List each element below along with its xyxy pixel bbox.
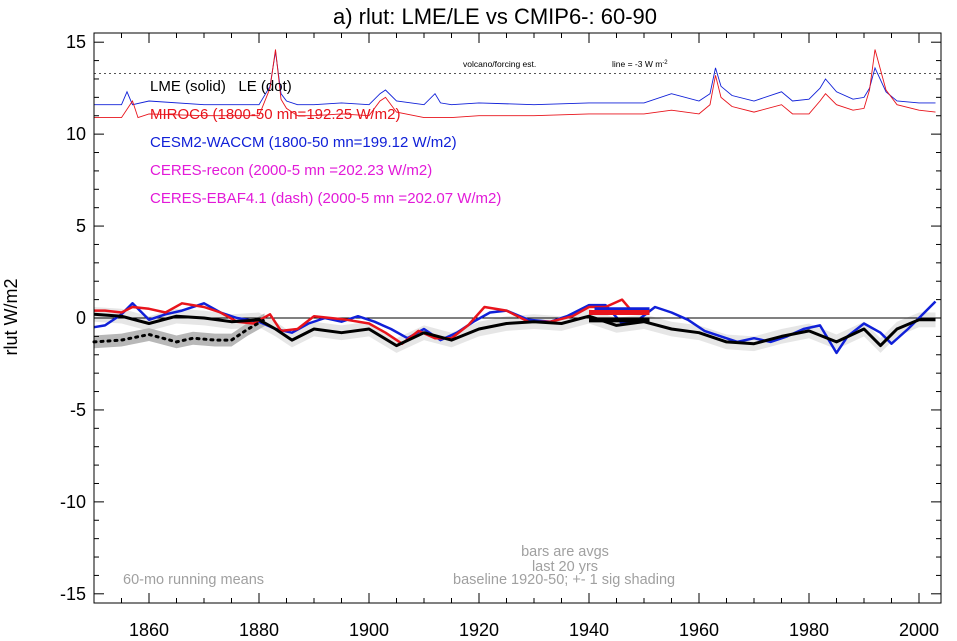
axis-layer: 15 10 5 0 -5 -10 -15 1860 1880 1900 1920 1940 1960 19… [60,32,942,640]
y-tick-label: 0 [76,308,86,328]
bars-note-line1: bars are avgs [521,544,609,560]
forcing-line-miroc6 [94,49,936,119]
x-tick-label: 1900 [349,620,389,640]
x-tick-label: 2000 [899,620,939,640]
y-tick-label: -15 [60,584,86,604]
running-mean-note: 60-mo running means [123,572,264,588]
x-tick-label: 1880 [239,620,279,640]
x-tick-label: 1940 [569,620,609,640]
chart-title: a) rlut: LME/LE vs CMIP6-: 60-90 [333,4,657,29]
series-line-le [92,318,266,344]
x-tick-label: 1980 [789,620,829,640]
reference-line-superscript: -2 [662,60,668,66]
x-tick-label: 1920 [459,620,499,640]
le-sigma-band [94,313,265,349]
legend-cesm2: CESM2-WACCM (1800-50 mn=199.12 W/m2) [150,134,457,151]
legend-ceres-ebaf: CERES-EBAF4.1 (dash) (2000-5 mn =202.07 … [150,190,501,207]
reference-line-label: line = -3 W m-2 [612,59,668,69]
legend-ceres-recon: CERES-recon (2000-5 mn =202.23 W/m2) [150,162,432,179]
legend-miroc6: MIROC6 (1800-50 mn=192.25 W/m2) [150,106,401,123]
x-tick-label: 1960 [679,620,719,640]
bars-note-line2: last 20 yrs [532,559,598,575]
y-tick-label: -10 [60,492,86,512]
y-axis-label: rlut W/m2 [1,278,21,355]
forcing-label: volcano/forcing est. [463,59,536,69]
series-line-lme [93,312,936,348]
x-tick-label: 1860 [129,620,169,640]
y-tick-label: 15 [66,32,86,52]
baseline-note: baseline 1920-50; +- 1 sig shading [453,572,675,588]
legend-lme-le: LME (solid) LE (dot) [150,78,292,95]
y-tick-label: 5 [76,216,86,236]
y-tick-label: -5 [70,400,86,420]
reference-line-text: line = -3 W m [612,59,662,69]
series-layer [92,49,937,355]
y-tick-label: 10 [66,124,86,144]
